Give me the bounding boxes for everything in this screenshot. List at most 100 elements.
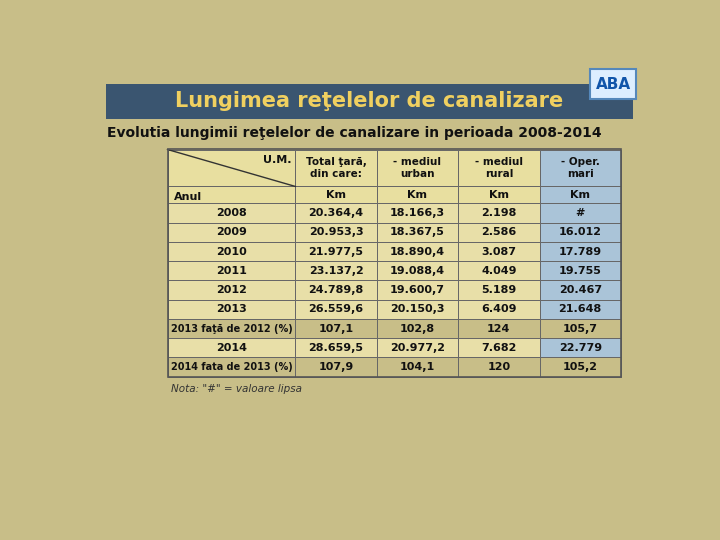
- Text: 20.977,2: 20.977,2: [390, 343, 445, 353]
- Text: Evolutia lungimii reţelelor de canalizare in perioada 2008-2014: Evolutia lungimii reţelelor de canalizar…: [107, 126, 602, 139]
- Bar: [458, 300, 539, 319]
- Text: 105,7: 105,7: [563, 323, 598, 334]
- Bar: [377, 242, 458, 261]
- Text: 107,9: 107,9: [318, 362, 354, 372]
- Text: 18.367,5: 18.367,5: [390, 227, 445, 237]
- Text: 2013: 2013: [216, 304, 247, 314]
- Bar: [458, 150, 539, 186]
- Bar: [168, 222, 295, 242]
- Bar: [539, 204, 621, 222]
- Bar: [377, 357, 458, 377]
- Bar: [168, 319, 295, 338]
- Text: 2011: 2011: [216, 266, 247, 276]
- Bar: [539, 222, 621, 242]
- Text: 24.789,8: 24.789,8: [308, 285, 364, 295]
- Text: 19.088,4: 19.088,4: [390, 266, 445, 276]
- Text: 7.682: 7.682: [481, 343, 516, 353]
- Text: #: #: [575, 208, 585, 218]
- Text: 6.409: 6.409: [481, 304, 516, 314]
- Bar: [539, 242, 621, 261]
- Text: Total ţară,
din care:: Total ţară, din care:: [305, 157, 366, 179]
- Text: Km: Km: [326, 190, 346, 200]
- Bar: [539, 300, 621, 319]
- Text: 20.953,3: 20.953,3: [309, 227, 364, 237]
- Bar: [590, 70, 636, 99]
- Bar: [377, 222, 458, 242]
- Bar: [539, 186, 621, 204]
- Text: 17.789: 17.789: [559, 247, 602, 256]
- Text: 2012: 2012: [216, 285, 247, 295]
- Text: 104,1: 104,1: [400, 362, 435, 372]
- Bar: [168, 338, 295, 357]
- Text: - mediul
urban: - mediul urban: [393, 157, 441, 179]
- Bar: [295, 242, 377, 261]
- Text: 124: 124: [487, 323, 510, 334]
- Text: 20.150,3: 20.150,3: [390, 304, 445, 314]
- Text: 102,8: 102,8: [400, 323, 435, 334]
- Bar: [458, 222, 539, 242]
- Text: 2009: 2009: [216, 227, 247, 237]
- Text: Km: Km: [489, 190, 509, 200]
- Bar: [458, 261, 539, 280]
- Bar: [168, 150, 295, 186]
- Text: 2014: 2014: [216, 343, 247, 353]
- Bar: [295, 280, 377, 300]
- Bar: [539, 319, 621, 338]
- Bar: [168, 186, 295, 204]
- Text: 2013 faţă de 2012 (%): 2013 faţă de 2012 (%): [171, 323, 292, 334]
- Text: 120: 120: [487, 362, 510, 372]
- Text: 19.755: 19.755: [559, 266, 602, 276]
- Bar: [168, 300, 295, 319]
- Bar: [295, 319, 377, 338]
- Text: 28.659,5: 28.659,5: [309, 343, 364, 353]
- Bar: [295, 300, 377, 319]
- Bar: [377, 280, 458, 300]
- Text: 23.137,2: 23.137,2: [309, 266, 364, 276]
- Bar: [168, 150, 621, 377]
- Bar: [458, 242, 539, 261]
- Text: 4.049: 4.049: [481, 266, 516, 276]
- Bar: [106, 84, 632, 119]
- Text: 2008: 2008: [216, 208, 247, 218]
- Bar: [295, 222, 377, 242]
- Bar: [539, 357, 621, 377]
- Bar: [295, 150, 377, 186]
- Bar: [377, 338, 458, 357]
- Bar: [458, 186, 539, 204]
- Bar: [377, 186, 458, 204]
- Text: Anul: Anul: [174, 192, 202, 202]
- Text: 107,1: 107,1: [318, 323, 354, 334]
- Bar: [458, 280, 539, 300]
- Text: 26.559,6: 26.559,6: [308, 304, 364, 314]
- Bar: [539, 261, 621, 280]
- Text: 21.977,5: 21.977,5: [309, 247, 364, 256]
- Text: Lungimea reţelelor de canalizare: Lungimea reţelelor de canalizare: [175, 91, 563, 111]
- Text: 2.586: 2.586: [481, 227, 516, 237]
- Bar: [377, 261, 458, 280]
- Text: 2010: 2010: [216, 247, 247, 256]
- Text: Nota: "#" = valoare lipsa: Nota: "#" = valoare lipsa: [171, 384, 302, 394]
- Bar: [168, 242, 295, 261]
- Bar: [458, 357, 539, 377]
- Text: 18.166,3: 18.166,3: [390, 208, 445, 218]
- Text: 2014 fata de 2013 (%): 2014 fata de 2013 (%): [171, 362, 292, 372]
- Text: 18.890,4: 18.890,4: [390, 247, 445, 256]
- Bar: [295, 186, 377, 204]
- Bar: [295, 357, 377, 377]
- Bar: [539, 150, 621, 186]
- Bar: [295, 204, 377, 222]
- Text: 105,2: 105,2: [563, 362, 598, 372]
- Text: 20.364,4: 20.364,4: [308, 208, 364, 218]
- Bar: [168, 204, 295, 222]
- Text: U.M.: U.M.: [263, 155, 292, 165]
- Text: 16.012: 16.012: [559, 227, 602, 237]
- Text: Km: Km: [570, 190, 590, 200]
- Bar: [168, 261, 295, 280]
- Bar: [377, 300, 458, 319]
- Bar: [539, 280, 621, 300]
- Text: - mediul
rural: - mediul rural: [474, 157, 523, 179]
- Text: 22.779: 22.779: [559, 343, 602, 353]
- Bar: [458, 338, 539, 357]
- Text: Km: Km: [408, 190, 428, 200]
- Bar: [377, 150, 458, 186]
